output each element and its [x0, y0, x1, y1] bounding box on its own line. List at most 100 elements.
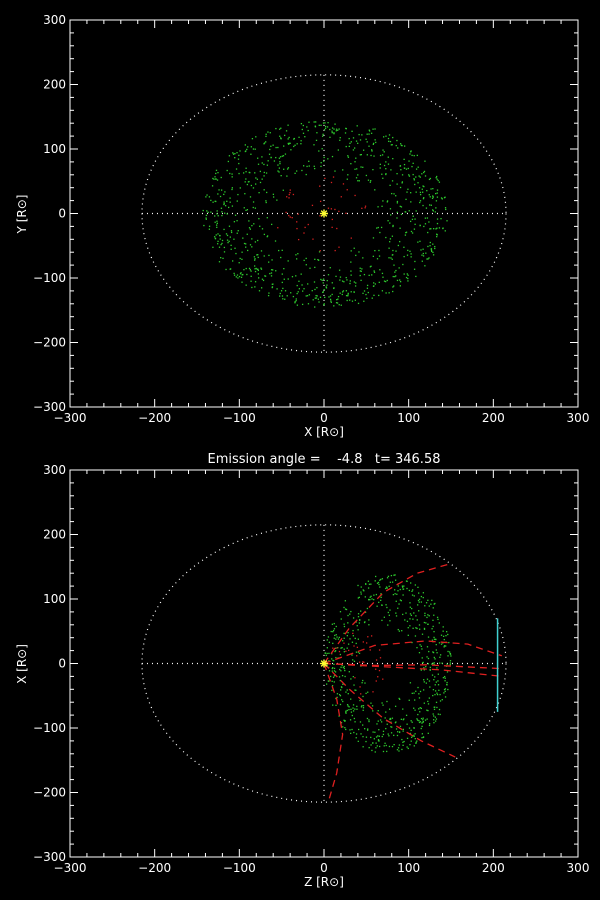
particle-point — [375, 575, 377, 578]
particle-point — [333, 128, 335, 130]
particle-point — [279, 162, 281, 165]
particle-point — [326, 639, 328, 641]
particle-point — [435, 701, 438, 704]
particle-point — [398, 630, 401, 632]
particle-point — [440, 218, 442, 220]
particle-point — [378, 601, 380, 603]
particle-point — [429, 666, 431, 669]
particle-point — [245, 167, 247, 169]
particle-point — [427, 599, 429, 601]
particle-point — [280, 137, 282, 139]
particle-point — [449, 653, 451, 655]
particle-point — [217, 193, 219, 195]
particle-point — [345, 290, 348, 292]
particle-point — [366, 607, 369, 610]
particle-point — [352, 149, 355, 151]
particle-point — [282, 298, 284, 300]
particle-point — [342, 290, 345, 292]
particle-point — [369, 181, 371, 183]
particle-point — [382, 136, 385, 138]
particle-point — [436, 222, 439, 225]
particle-point — [296, 227, 298, 230]
particle-point — [212, 246, 214, 248]
particle-point — [336, 647, 338, 649]
particle-point — [434, 706, 436, 708]
particle-point — [367, 728, 369, 730]
particle-point — [336, 636, 338, 638]
particle-point — [437, 179, 439, 182]
particle-point — [354, 721, 356, 723]
particle-point — [443, 688, 446, 691]
particle-point — [327, 207, 330, 209]
particle-point — [432, 688, 435, 691]
particle-point — [413, 155, 415, 157]
particle-point — [263, 189, 265, 191]
particle-point — [323, 129, 326, 131]
particle-point — [402, 613, 404, 616]
particle-point — [287, 260, 289, 262]
x-tick-label: 300 — [567, 411, 590, 425]
particle-point — [254, 148, 256, 150]
particle-point — [288, 197, 290, 199]
particle-point — [362, 724, 364, 726]
particle-point — [412, 173, 414, 176]
particle-point — [449, 662, 452, 664]
particle-point — [350, 711, 353, 713]
particle-point — [334, 650, 337, 652]
y-tick-label: 300 — [43, 463, 66, 477]
x-tick-label: 100 — [397, 861, 420, 875]
particle-point — [336, 299, 338, 301]
particle-point — [359, 686, 361, 688]
particle-point — [342, 683, 344, 685]
particle-point — [413, 727, 415, 729]
particle-point — [236, 152, 238, 154]
y-tick-label: −300 — [33, 400, 66, 414]
particle-point — [412, 618, 414, 620]
particle-point — [326, 126, 329, 128]
particle-point — [381, 702, 383, 704]
sun-ray — [320, 210, 328, 217]
particle-point — [347, 693, 349, 695]
particle-point — [434, 684, 436, 686]
particle-point — [295, 300, 297, 302]
particle-point — [429, 669, 431, 671]
particle-point — [423, 702, 425, 704]
particle-point — [302, 132, 305, 134]
particle-point — [418, 187, 421, 189]
particle-point — [405, 612, 407, 614]
particle-point — [333, 663, 335, 666]
particle-point — [286, 168, 289, 170]
particle-point — [442, 642, 444, 644]
particle-point — [338, 650, 341, 653]
particle-point — [381, 578, 384, 580]
particle-point — [415, 627, 417, 629]
particle-point — [258, 192, 260, 194]
particle-point — [428, 178, 431, 181]
particle-point — [329, 267, 331, 269]
particle-point — [257, 163, 260, 165]
particle-point — [278, 171, 280, 173]
particle-point — [415, 210, 417, 212]
particle-point — [347, 622, 349, 624]
particle-point — [361, 705, 363, 707]
particle-point — [271, 223, 273, 226]
particle-point — [339, 137, 341, 139]
particle-point — [393, 285, 395, 287]
particle-point — [328, 670, 331, 672]
particle-point — [388, 745, 391, 748]
particle-point — [407, 188, 409, 190]
particle-point — [423, 185, 425, 188]
particle-point — [250, 146, 252, 148]
particle-point — [368, 130, 371, 132]
particle-point — [347, 174, 349, 176]
particle-point — [289, 142, 291, 144]
particle-point — [388, 257, 390, 259]
particle-point — [275, 127, 277, 130]
particle-point — [215, 234, 217, 236]
particle-point — [356, 625, 358, 627]
particle-point — [399, 279, 401, 281]
particle-point — [406, 191, 408, 193]
particle-point — [377, 739, 380, 741]
particle-point — [403, 145, 406, 147]
particle-point — [304, 226, 306, 229]
